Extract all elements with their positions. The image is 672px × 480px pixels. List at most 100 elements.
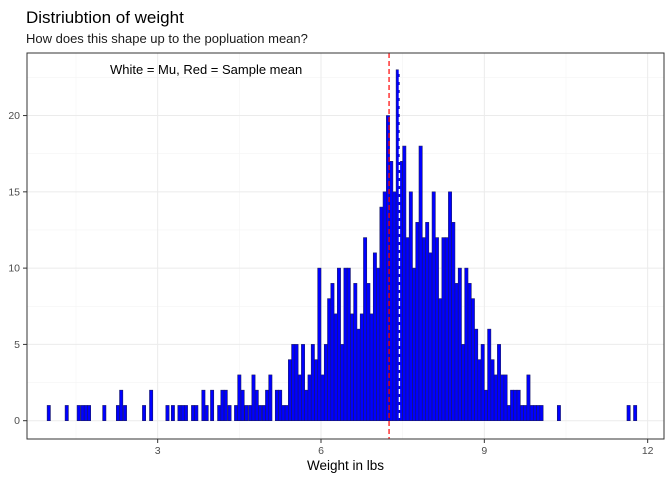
histogram-bar — [633, 405, 638, 421]
histogram-bar — [490, 359, 495, 421]
reference-lines — [388, 53, 401, 439]
histogram-bar — [626, 405, 631, 421]
histogram-bar — [76, 405, 81, 421]
chart-title: Distriubtion of weight — [26, 8, 184, 27]
histogram-bar — [536, 405, 541, 421]
histogram-bar — [288, 359, 292, 421]
histogram-bar — [372, 252, 377, 421]
histogram-bar — [194, 405, 199, 421]
histogram-bar — [421, 237, 426, 421]
histogram-bar — [165, 405, 170, 421]
histogram-bar — [412, 267, 417, 421]
histogram-bar — [343, 267, 348, 421]
histogram-bar — [149, 389, 154, 421]
histogram-bar — [448, 191, 452, 421]
histogram-bar — [320, 374, 325, 421]
histogram-bar — [366, 283, 371, 421]
histogram-bar — [291, 344, 296, 421]
histogram-bar — [310, 344, 315, 421]
histogram-bar — [304, 389, 309, 421]
histogram-bar — [217, 405, 222, 421]
histogram-bar — [506, 405, 511, 421]
histogram-bar — [379, 206, 384, 421]
histogram-bar — [220, 389, 225, 421]
histogram-bar — [314, 359, 319, 421]
histogram-bar — [265, 389, 270, 421]
histogram-bar — [337, 267, 341, 421]
histogram-bar — [284, 405, 289, 421]
histogram-bar — [301, 344, 305, 421]
histogram-bar — [177, 405, 182, 421]
histogram-bar — [510, 389, 515, 421]
histogram-bar — [258, 405, 262, 421]
histogram-bar — [474, 328, 479, 421]
histogram-bar — [526, 374, 531, 421]
histogram-bar — [184, 405, 188, 421]
histogram-bar — [46, 405, 51, 421]
histogram-bar — [346, 267, 351, 421]
histogram-bar — [438, 298, 443, 421]
legend-annotation: White = Mu, Red = Sample mean — [110, 62, 302, 77]
x-tick-label: 3 — [155, 445, 161, 457]
histogram-bar — [487, 328, 492, 421]
histogram-bars — [46, 69, 638, 421]
histogram-bar — [119, 389, 124, 421]
x-tick-label: 6 — [318, 445, 324, 457]
x-tick-label: 12 — [642, 445, 654, 457]
histogram-bar — [87, 405, 92, 421]
histogram-bar — [444, 237, 449, 421]
histogram-bar — [180, 405, 185, 421]
histogram-bar — [359, 313, 364, 421]
x-axis-title: Weight in lbs — [307, 458, 384, 473]
y-tick-label: 15 — [8, 186, 20, 198]
histogram-bar — [539, 405, 544, 421]
histogram-bar — [294, 344, 299, 421]
histogram-bar — [254, 389, 259, 421]
histogram-bar — [227, 405, 232, 421]
histogram-bar — [80, 405, 85, 421]
histogram-bar — [297, 374, 302, 421]
histogram-bar — [363, 237, 368, 421]
histogram-bar — [497, 344, 501, 421]
histogram-bar — [330, 283, 335, 421]
axes: 3 6 9 12 0 5 10 15 20 — [8, 110, 653, 457]
histogram-bar — [64, 405, 69, 421]
histogram-bar — [251, 374, 256, 421]
histogram-bar — [281, 405, 286, 421]
histogram-bar — [240, 389, 245, 421]
histogram-bar — [435, 237, 439, 421]
histogram-bar — [503, 374, 508, 421]
histogram-bar — [115, 405, 120, 421]
histogram-bar — [268, 374, 273, 421]
histogram-bar — [317, 267, 322, 421]
histogram-bar — [529, 405, 534, 421]
histogram-bar — [170, 405, 175, 421]
histogram-bar — [464, 267, 469, 421]
y-tick-label: 20 — [8, 110, 20, 122]
chart-subtitle: How does this shape up to the popluation… — [26, 31, 308, 46]
histogram-bar — [484, 389, 488, 421]
histogram-bar — [223, 389, 228, 421]
histogram-bar — [513, 389, 518, 421]
histogram-bar — [451, 222, 456, 421]
histogram-bar — [431, 191, 436, 421]
histogram-bar — [477, 359, 482, 421]
histogram-bar — [234, 405, 239, 421]
histogram-bar — [210, 389, 215, 421]
histogram-bar — [123, 405, 127, 421]
histogram-bar — [327, 298, 332, 421]
histogram-bar — [500, 374, 505, 421]
histogram-bar — [353, 283, 358, 421]
histogram-bar — [350, 313, 354, 421]
histogram-bar — [533, 405, 537, 421]
histogram-bar — [467, 283, 472, 421]
histogram-bar — [83, 405, 88, 421]
histogram-bar — [556, 405, 561, 421]
histogram-bar — [405, 237, 410, 421]
histogram-bar — [441, 237, 446, 421]
y-tick-label: 5 — [14, 339, 20, 351]
histogram-bar — [307, 374, 312, 421]
histogram-bar — [274, 389, 279, 421]
